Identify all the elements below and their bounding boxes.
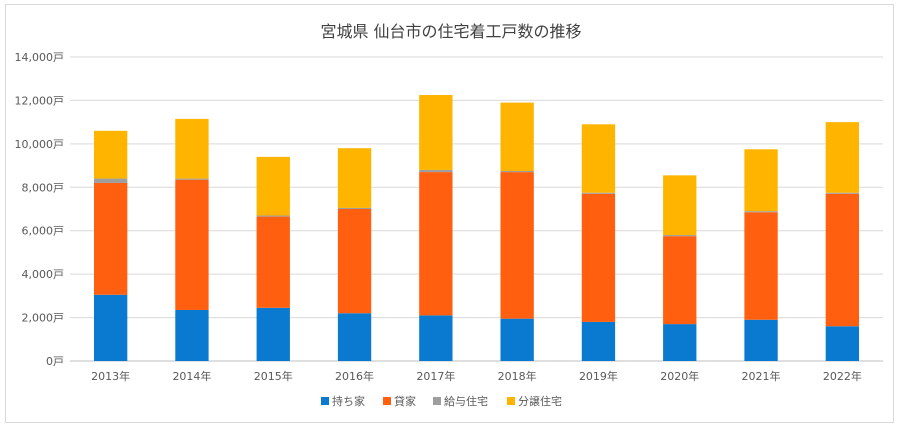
- bar-segment: [581, 321, 616, 361]
- bar-segment: [825, 326, 860, 361]
- bar-segment: [256, 307, 290, 361]
- bar-segment: [175, 309, 209, 361]
- bar-segment: [744, 212, 778, 320]
- bar-segment: [256, 216, 290, 308]
- bar-segment: [256, 156, 290, 216]
- x-tick-label: 2015年: [254, 369, 293, 383]
- x-tick-label: 2016年: [335, 369, 374, 383]
- y-axis-tick-labels: 0戸 2,000戸 4,000戸 6,000戸 8,000戸 10,000戸 12,000戸…: [15, 51, 65, 368]
- legend-label: 持ち家: [332, 394, 365, 408]
- bar-segment: [744, 149, 778, 212]
- chart-frame: 宮城県 仙台市の住宅着工戸数の推移 0戸 2,000戸 4,000戸 6,000戸 8,…: [5, 4, 894, 423]
- bar-segment: [256, 215, 290, 217]
- stacked-bar-chart: 宮城県 仙台市の住宅着工戸数の推移 0戸 2,000戸 4,000戸 6,000戸 8,…: [15, 22, 883, 408]
- legend-label: 貸家: [394, 394, 416, 408]
- y-tick-label: 6,000戸: [22, 225, 65, 238]
- x-tick-label: 2017年: [416, 369, 455, 383]
- bar-segment: [581, 192, 616, 194]
- y-tick-label: 10,000戸: [15, 138, 65, 151]
- bar-segment: [663, 175, 697, 236]
- bar-segment: [175, 179, 209, 310]
- bar-segment: [337, 209, 372, 314]
- bar-segment: [663, 236, 697, 325]
- bar-segment: [93, 130, 128, 179]
- x-tick-label: 2018年: [498, 369, 537, 383]
- y-tick-label: 12,000戸: [15, 94, 65, 107]
- x-tick-label: 2021年: [742, 369, 781, 383]
- x-tick-label: 2013年: [91, 369, 130, 383]
- legend-swatch: [433, 397, 441, 405]
- bar-segment: [93, 294, 128, 361]
- bar-segment: [175, 118, 209, 179]
- chart-title: 宮城県 仙台市の住宅着工戸数の推移: [320, 22, 581, 41]
- y-tick-label: 14,000戸: [15, 51, 65, 64]
- bar-segment: [581, 193, 616, 322]
- bar-segment: [663, 324, 697, 361]
- legend: 持ち家 貸家 給与住宅 分譲住宅: [321, 394, 562, 408]
- bar-segment: [581, 124, 616, 193]
- bar-segment: [744, 319, 778, 361]
- x-tick-label: 2014年: [172, 369, 211, 383]
- bars: [93, 95, 860, 361]
- legend-swatch: [507, 397, 515, 405]
- bar-segment: [337, 207, 372, 209]
- y-tick-label: 8,000戸: [22, 181, 65, 194]
- x-tick-label: 2019年: [579, 369, 618, 383]
- bar-segment: [419, 315, 453, 361]
- bar-segment: [744, 211, 778, 213]
- bar-segment: [500, 318, 534, 361]
- bar-segment: [419, 95, 453, 170]
- legend-label: 給与住宅: [444, 394, 488, 408]
- bar-segment: [500, 172, 534, 319]
- bar-segment: [93, 178, 128, 183]
- bar-segment: [337, 148, 372, 208]
- bar-segment: [663, 235, 697, 237]
- legend-label: 分譲住宅: [518, 394, 562, 408]
- bar-segment: [500, 102, 534, 171]
- y-tick-label: 4,000戸: [22, 268, 65, 281]
- x-tick-label: 2020年: [660, 369, 699, 383]
- bar-segment: [419, 172, 453, 316]
- bar-segment: [175, 178, 209, 180]
- legend-swatch: [321, 397, 329, 405]
- y-tick-label: 2,000戸: [22, 312, 65, 325]
- bar-segment: [825, 122, 860, 193]
- bar-segment: [419, 169, 453, 173]
- y-tick-label: 0戸: [46, 355, 64, 368]
- bar-segment: [337, 313, 372, 361]
- bar-segment: [825, 193, 860, 327]
- x-axis-tick-labels: 2013年 2014年 2015年 2016年 2017年 2018年 2019年 2020年…: [91, 369, 862, 383]
- bar-segment: [500, 171, 534, 173]
- bar-segment: [93, 182, 128, 295]
- bar-segment: [825, 192, 860, 194]
- x-tick-label: 2022年: [823, 369, 862, 383]
- legend-swatch: [383, 397, 391, 405]
